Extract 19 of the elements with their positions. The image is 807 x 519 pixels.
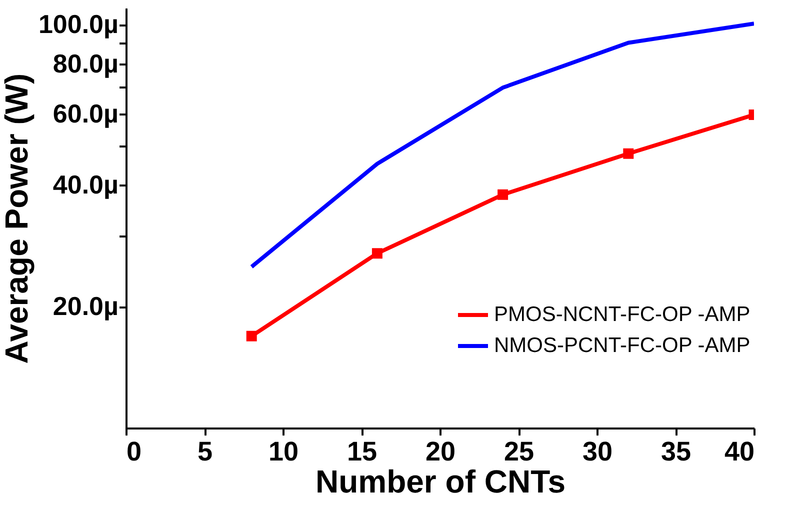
x-tick-label: 15: [346, 436, 378, 466]
x-tick-label: 40: [724, 436, 754, 466]
x-tick-label: 20: [425, 436, 456, 466]
y-tick-label: 40.0µ: [52, 170, 118, 200]
y-tick-label: 80.0µ: [52, 48, 118, 78]
x-tick-label: 30: [582, 436, 613, 466]
line-series: [250, 22, 754, 269]
y-tick-label: 100.0µ: [38, 9, 118, 40]
x-tick-label: 10: [268, 436, 299, 466]
y-tick-label: 60.0µ: [52, 98, 118, 129]
y-tick-label: 20.0µ: [52, 291, 118, 322]
x-axis-title: Number of CNTs: [315, 464, 566, 500]
x-tick-label: 0: [126, 436, 142, 466]
legend-label: NMOS-PCNT-FC-OP -AMP: [494, 334, 750, 357]
legend-label: PMOS-NCNT-FC-OP -AMP: [494, 303, 750, 326]
x-tick-label: 35: [660, 436, 692, 466]
y-axis-title: Average Power (W): [0, 73, 34, 364]
x-tick-label: 25: [504, 436, 534, 466]
x-tick-label: 5: [197, 436, 213, 466]
